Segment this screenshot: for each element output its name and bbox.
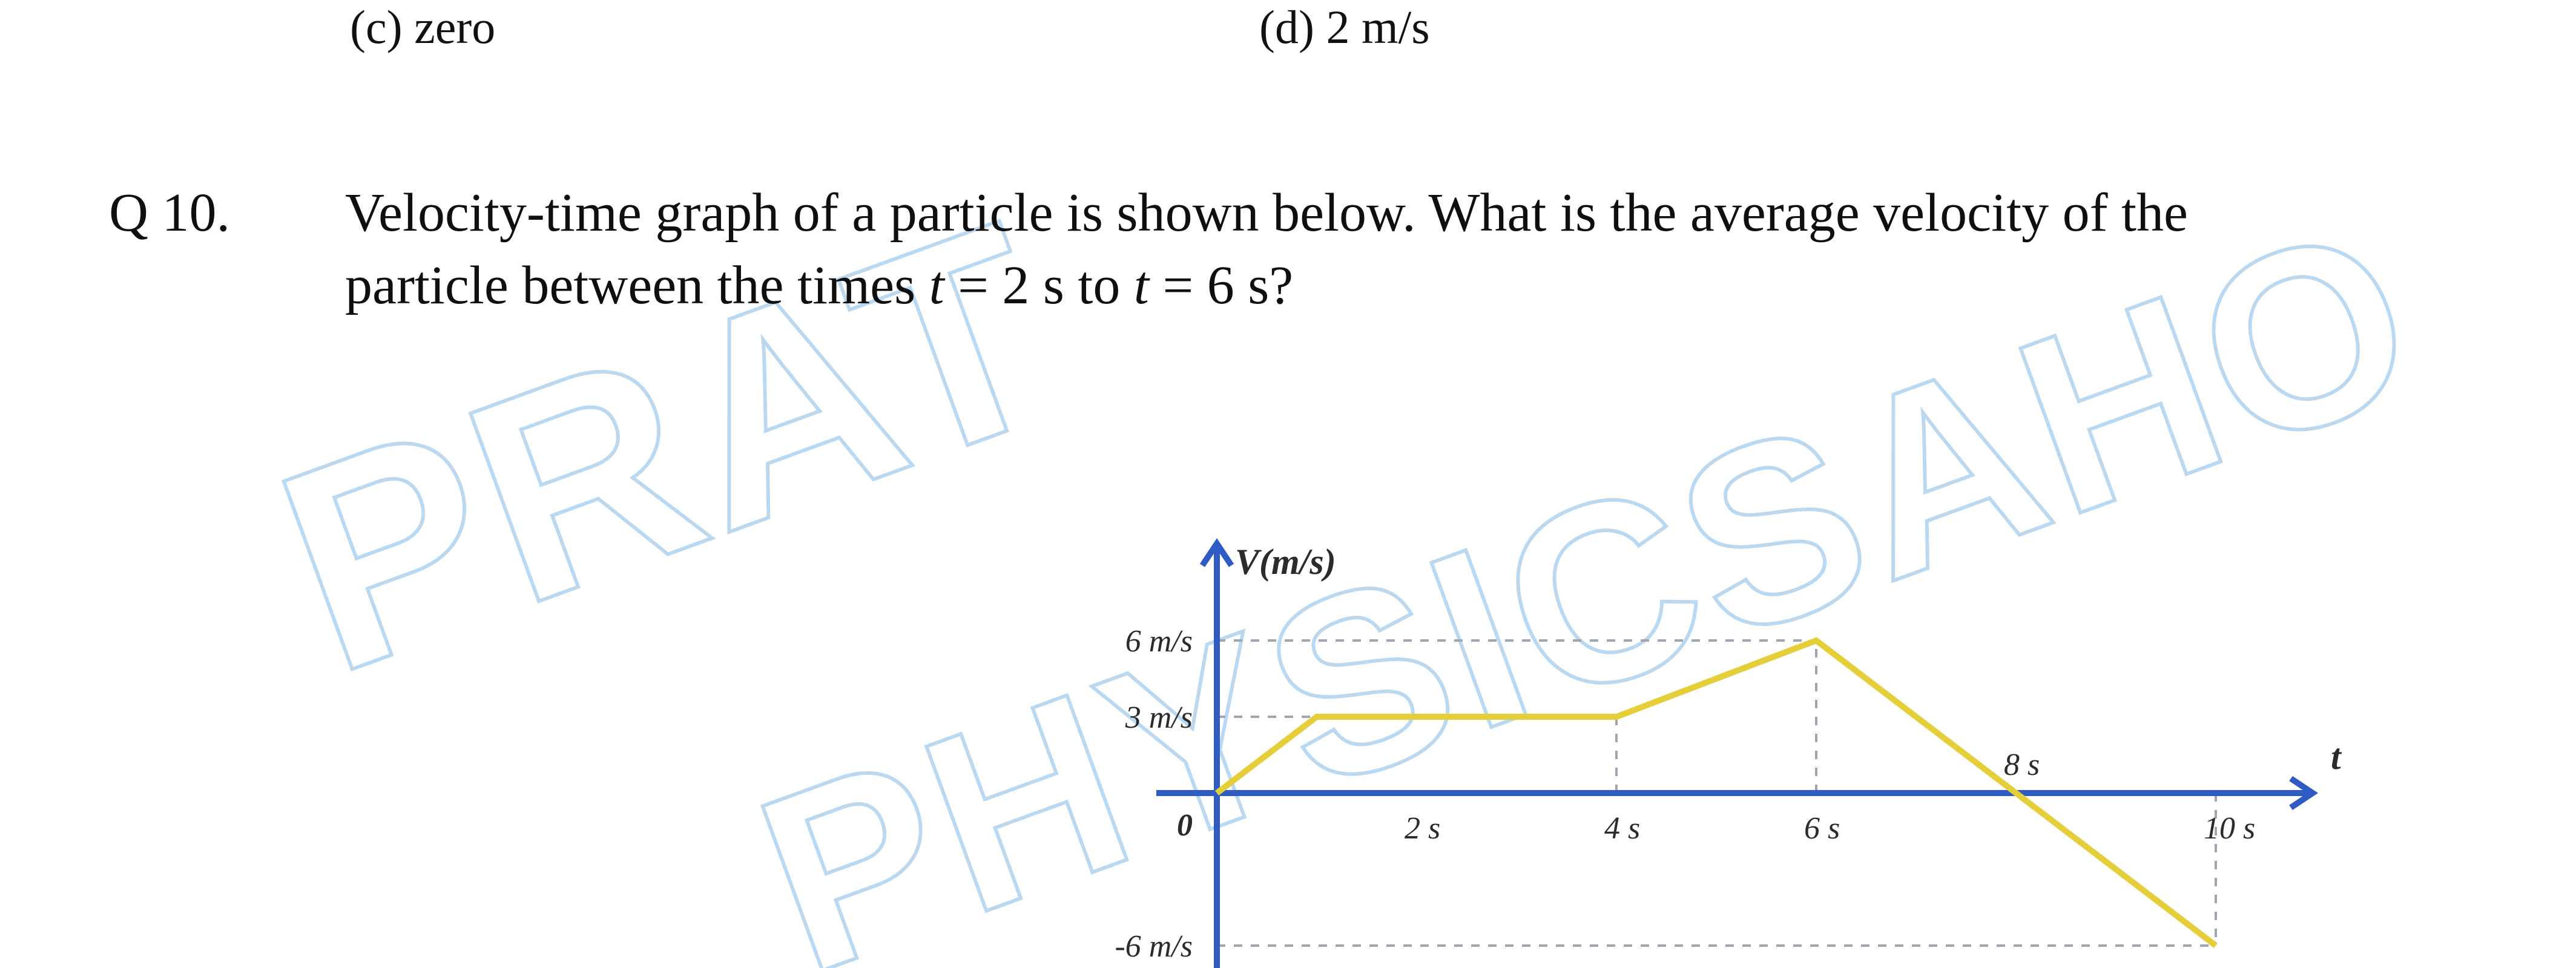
velocity-time-svg: -6 m/s3 m/s6 m/s02 s4 s6 s8 s10 sV(m/s)t — [944, 333, 2216, 963]
question-line2-a: particle between the times — [345, 255, 929, 315]
y-tick-label-1: 3 m/s — [1125, 700, 1193, 735]
question-eq1-rest: = 2 s to — [944, 255, 1134, 315]
option-c: (c) zero — [350, 0, 495, 54]
x-tick-label-3: 8 s — [2004, 748, 2040, 782]
y-tick-label-2: 6 m/s — [1125, 624, 1193, 659]
x-tick-label-4: 10 s — [2204, 811, 2255, 846]
x-tick-label-2: 6 s — [1804, 811, 1840, 846]
y-axis-title: V(m/s) — [1235, 542, 1336, 582]
x-tick-label-1: 4 s — [1604, 811, 1640, 846]
question-number: Q 10. — [109, 182, 230, 244]
page-root: PRATPHYSICSAHO (c) zero (d) 2 m/s Q 10. … — [0, 0, 2576, 968]
x-tick-label-0: 2 s — [1405, 811, 1440, 846]
question-line2: particle between the times t = 2 s to t … — [345, 254, 2500, 317]
y-tick-label-0: -6 m/s — [1115, 929, 1193, 964]
velocity-time-graph: -6 m/s3 m/s6 m/s02 s4 s6 s8 s10 sV(m/s)t — [944, 333, 2216, 963]
question-eq1-var: t — [929, 255, 944, 315]
option-d: (d) 2 m/s — [1259, 0, 1430, 54]
question-line1: Velocity-time graph of a particle is sho… — [345, 182, 2500, 244]
question-eq2-var: t — [1134, 255, 1149, 315]
origin-label: 0 — [1177, 808, 1193, 843]
question-eq2-rest: = 6 s? — [1149, 255, 1293, 315]
x-axis-title: t — [2331, 737, 2342, 777]
